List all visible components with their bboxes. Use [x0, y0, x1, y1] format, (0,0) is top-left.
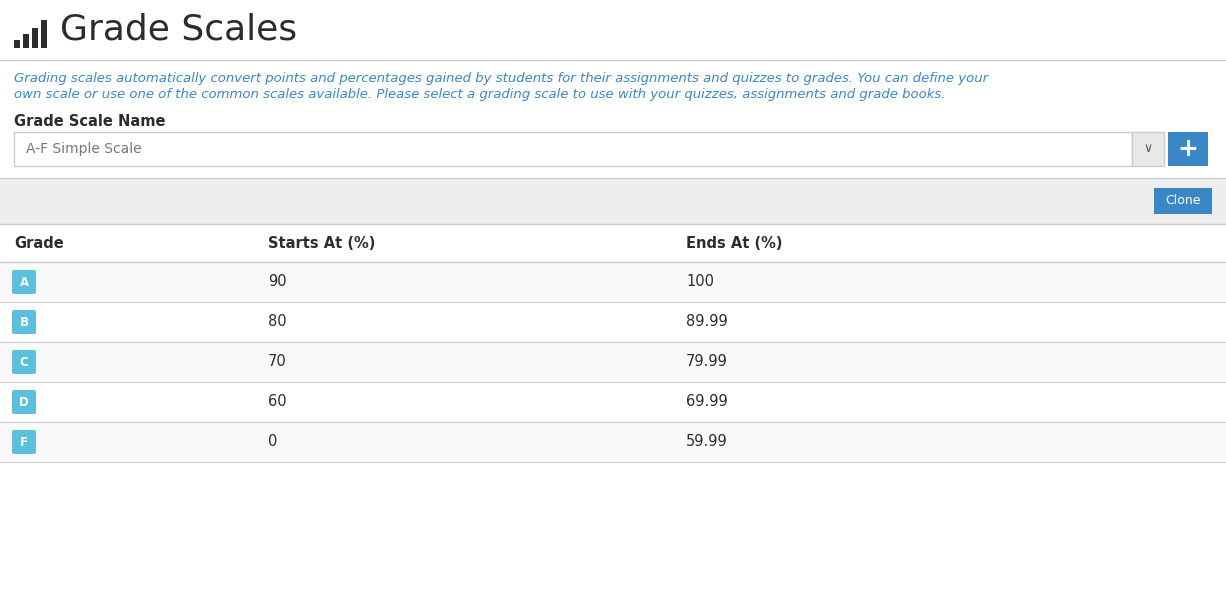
Text: 60: 60 [268, 394, 287, 409]
FancyBboxPatch shape [0, 342, 1226, 382]
Text: A-F Simple Scale: A-F Simple Scale [26, 142, 142, 156]
Text: C: C [20, 355, 28, 368]
Text: 79.99: 79.99 [687, 355, 728, 369]
FancyBboxPatch shape [0, 262, 1226, 302]
Text: D: D [20, 396, 29, 409]
FancyBboxPatch shape [13, 40, 20, 48]
FancyBboxPatch shape [12, 310, 36, 334]
Text: 70: 70 [268, 355, 287, 369]
Text: Grade Scale Name: Grade Scale Name [13, 114, 166, 129]
Text: +: + [1177, 137, 1199, 161]
Text: 0: 0 [268, 434, 277, 450]
FancyBboxPatch shape [1154, 188, 1213, 214]
Text: Grade: Grade [13, 235, 64, 251]
Text: Grade Scales: Grade Scales [60, 13, 297, 47]
Text: Starts At (%): Starts At (%) [268, 235, 375, 251]
Text: 59.99: 59.99 [687, 434, 728, 450]
FancyBboxPatch shape [0, 302, 1226, 342]
FancyBboxPatch shape [12, 430, 36, 454]
Text: Clone: Clone [1165, 194, 1200, 207]
FancyBboxPatch shape [40, 20, 47, 48]
FancyBboxPatch shape [1168, 132, 1208, 166]
FancyBboxPatch shape [12, 350, 36, 374]
FancyBboxPatch shape [0, 422, 1226, 462]
FancyBboxPatch shape [12, 270, 36, 294]
FancyBboxPatch shape [12, 390, 36, 414]
FancyBboxPatch shape [32, 28, 38, 48]
Text: 100: 100 [687, 274, 714, 289]
Text: Ends At (%): Ends At (%) [687, 235, 782, 251]
Text: A: A [20, 276, 28, 289]
Text: F: F [20, 435, 28, 448]
Text: 69.99: 69.99 [687, 394, 728, 409]
Text: ∨: ∨ [1144, 143, 1152, 156]
FancyBboxPatch shape [13, 132, 1132, 166]
FancyBboxPatch shape [0, 178, 1226, 224]
FancyBboxPatch shape [23, 34, 29, 48]
Text: 90: 90 [268, 274, 287, 289]
Text: own scale or use one of the common scales available. Please select a grading sca: own scale or use one of the common scale… [13, 88, 945, 101]
Text: Grading scales automatically convert points and percentages gained by students f: Grading scales automatically convert poi… [13, 72, 988, 85]
Text: B: B [20, 315, 28, 328]
Text: 80: 80 [268, 314, 287, 330]
FancyBboxPatch shape [0, 382, 1226, 422]
Text: 89.99: 89.99 [687, 314, 728, 330]
FancyBboxPatch shape [0, 224, 1226, 262]
FancyBboxPatch shape [1132, 132, 1163, 166]
